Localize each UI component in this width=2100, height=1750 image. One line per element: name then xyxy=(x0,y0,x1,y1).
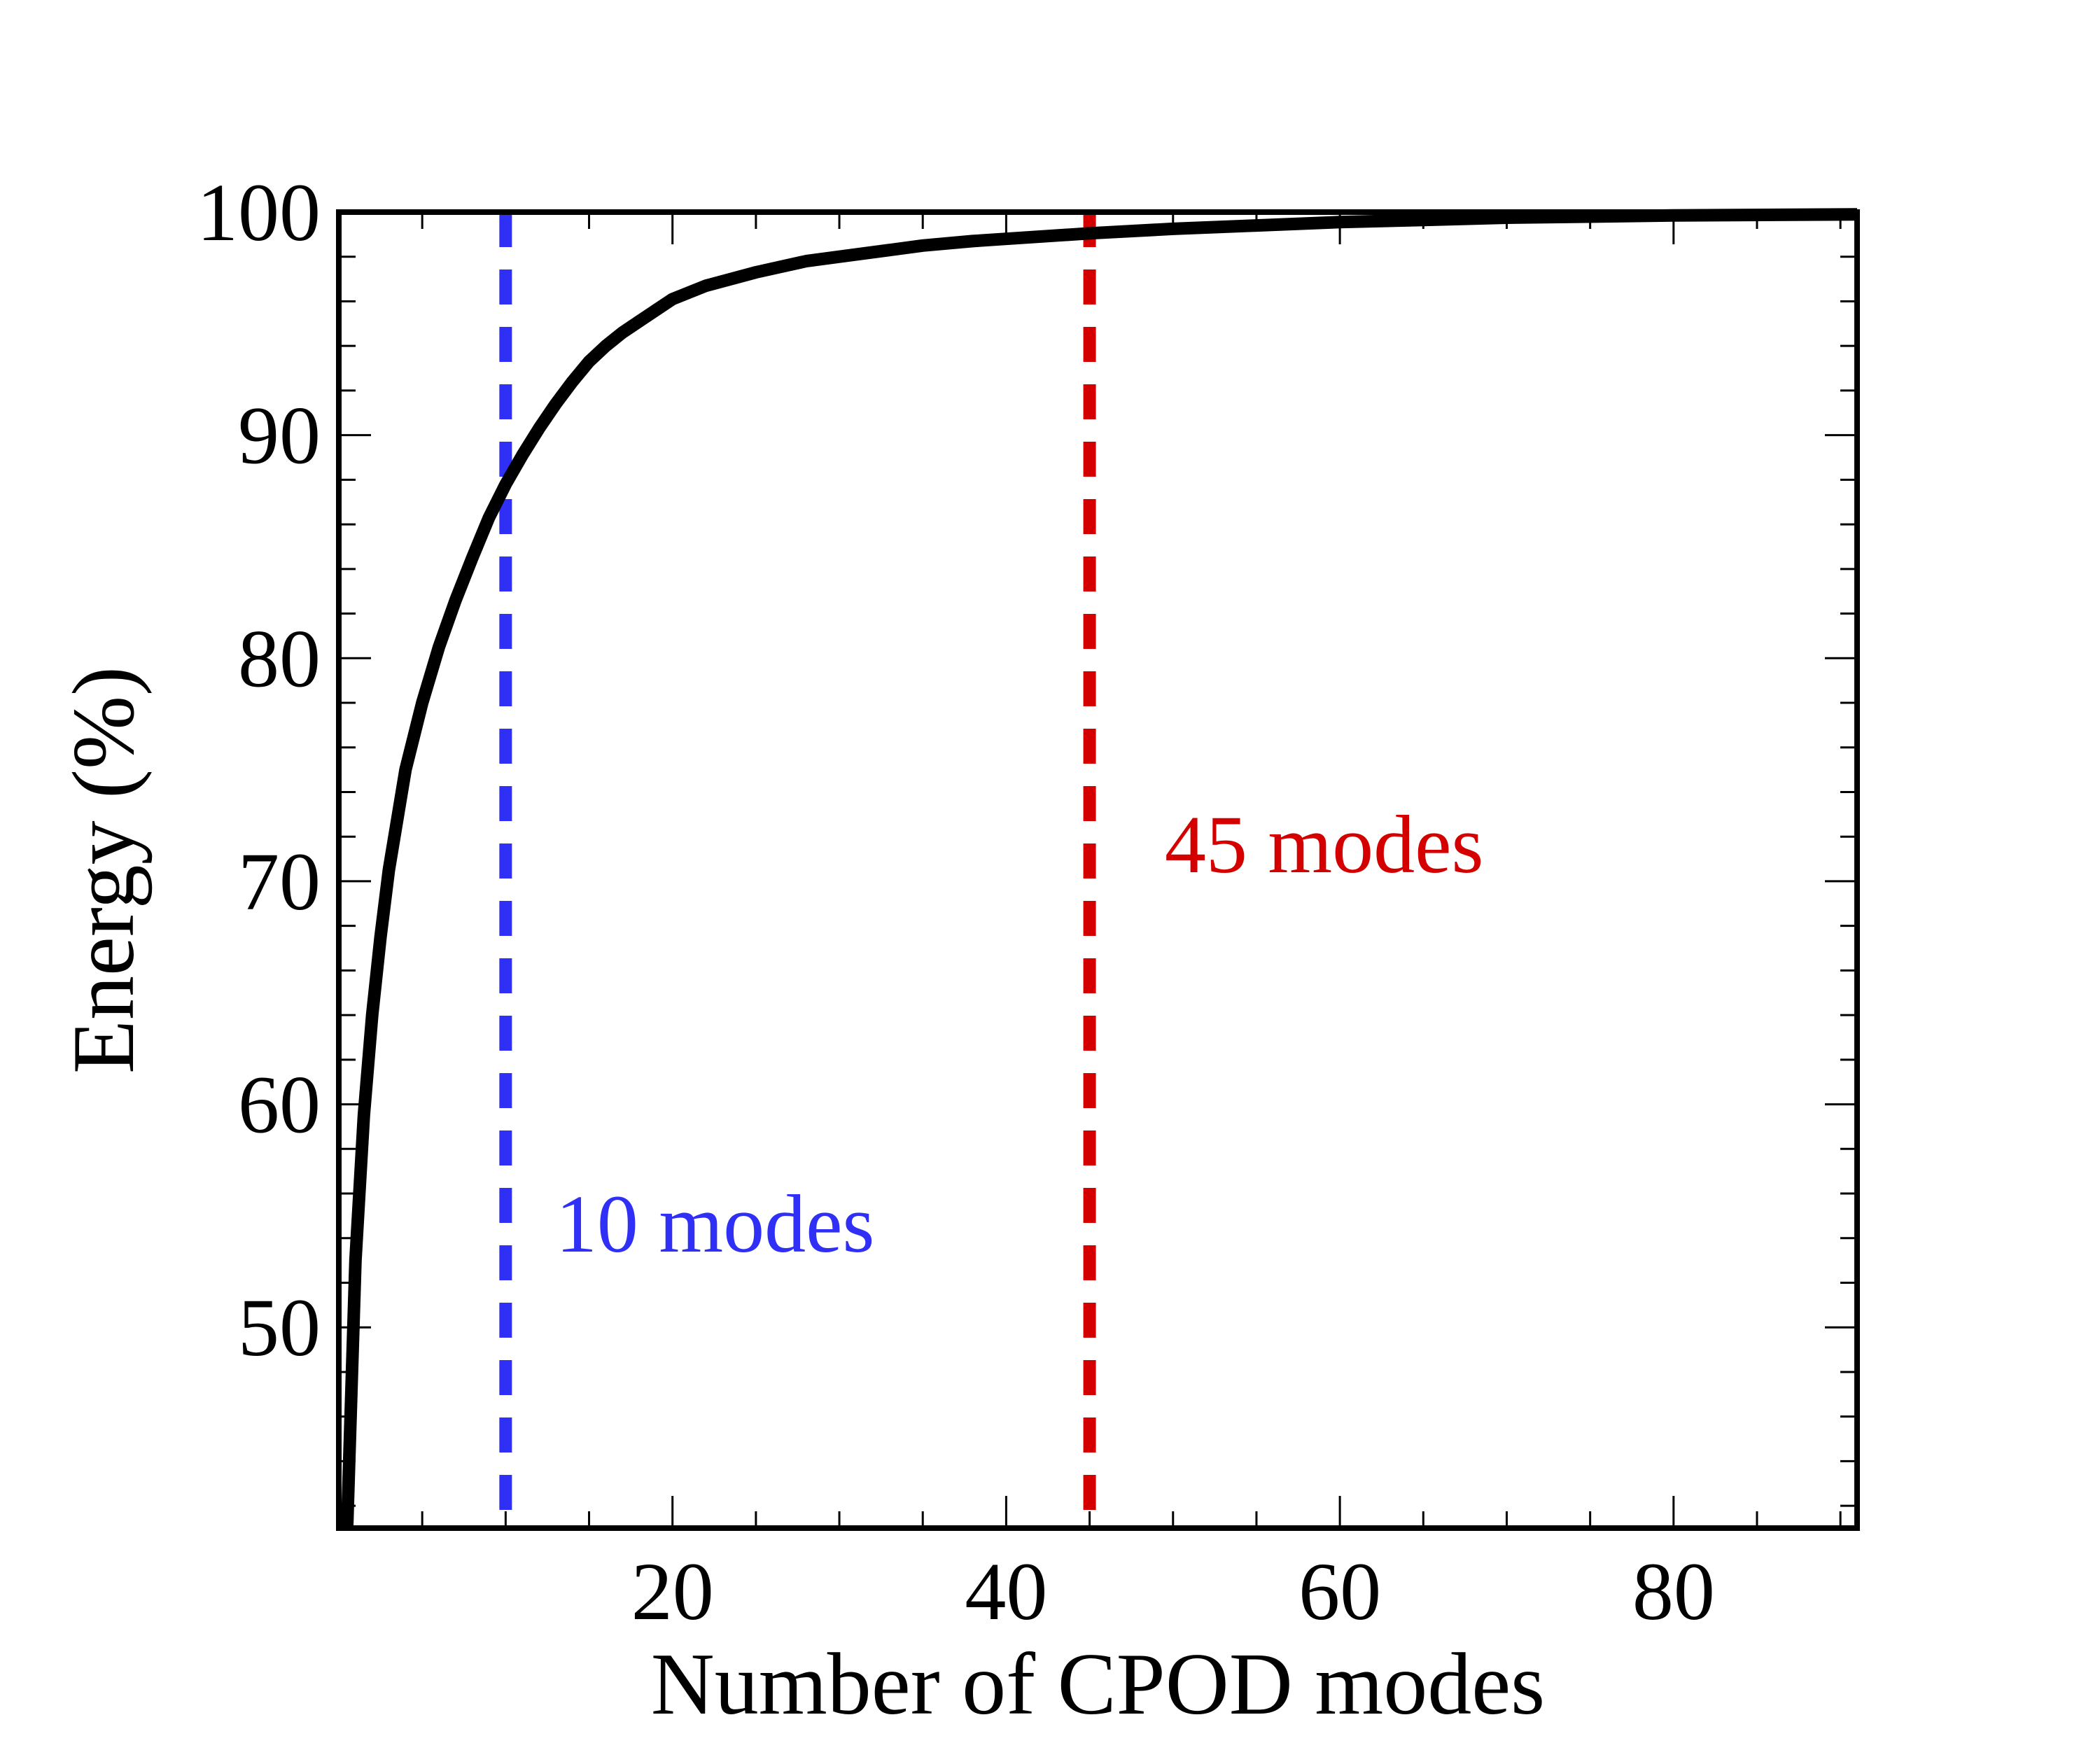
y-tick-label: 80 xyxy=(238,612,321,704)
x-tick-label: 80 xyxy=(1632,1546,1715,1637)
reference-label: 45 modes xyxy=(1165,799,1484,890)
series-layer xyxy=(340,208,1858,1529)
y-tick-label: 50 xyxy=(238,1282,321,1373)
minor-ticks xyxy=(339,212,1857,1528)
y-tick-label: 70 xyxy=(238,836,321,927)
y-tick-label: 60 xyxy=(238,1059,321,1151)
y-tick-label: 100 xyxy=(197,167,321,258)
y-tick-label: 90 xyxy=(238,390,321,482)
x-tick-label: 40 xyxy=(965,1546,1047,1637)
major-ticks xyxy=(339,212,1857,1528)
x-tick-label: 60 xyxy=(1298,1546,1381,1637)
reference-lines xyxy=(499,212,1096,1517)
tick-labels: 20 40 60 80 50 60 70 80 90 100 xyxy=(197,167,1715,1637)
reference-label: 10 modes xyxy=(556,1178,875,1270)
plot-frame xyxy=(336,209,1860,1531)
y-axis-title: Energy (%) xyxy=(55,666,153,1074)
annotations: 10 modes 45 modes xyxy=(556,799,1484,1270)
series-line xyxy=(340,208,1858,1529)
x-tick-label: 20 xyxy=(631,1546,714,1637)
x-axis-title: Number of CPOD modes xyxy=(651,1636,1545,1733)
